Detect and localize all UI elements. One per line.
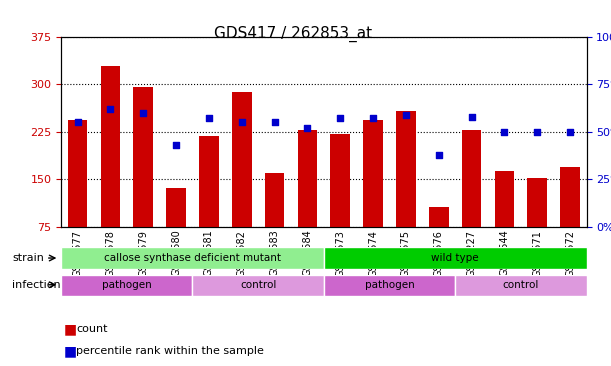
FancyBboxPatch shape [192, 274, 324, 296]
Bar [232, 93, 252, 227]
Point [368, 116, 378, 122]
Bar [429, 207, 448, 227]
Text: control: control [240, 280, 276, 291]
Bar [527, 178, 547, 227]
Point [73, 119, 82, 125]
Bar [494, 171, 514, 227]
Point [237, 119, 247, 125]
Text: wild type: wild type [431, 253, 479, 263]
Bar [396, 112, 415, 227]
Bar [363, 120, 383, 227]
Text: callose synthase deficient mutant: callose synthase deficient mutant [104, 253, 281, 263]
Text: pathogen: pathogen [365, 280, 414, 291]
Point [171, 142, 181, 148]
Bar [265, 173, 284, 227]
Bar [100, 66, 120, 227]
FancyBboxPatch shape [324, 247, 587, 269]
Bar [298, 130, 317, 227]
FancyBboxPatch shape [61, 247, 324, 269]
Point [532, 129, 542, 135]
Point [434, 152, 444, 157]
Bar [462, 130, 481, 227]
Text: control: control [503, 280, 539, 291]
Point [204, 116, 214, 122]
Text: strain: strain [12, 253, 44, 263]
Point [302, 125, 312, 131]
Point [335, 116, 345, 122]
FancyBboxPatch shape [61, 274, 192, 296]
Point [269, 119, 279, 125]
Bar [68, 120, 87, 227]
Bar [560, 167, 580, 227]
Text: ■: ■ [64, 322, 77, 336]
Text: count: count [76, 324, 108, 335]
Point [467, 113, 477, 119]
Point [401, 112, 411, 117]
FancyBboxPatch shape [455, 274, 587, 296]
FancyBboxPatch shape [324, 274, 455, 296]
Point [138, 110, 148, 116]
Text: infection: infection [12, 280, 61, 290]
Bar [199, 136, 219, 227]
Text: percentile rank within the sample: percentile rank within the sample [76, 346, 264, 356]
Point [106, 106, 115, 112]
Bar [331, 134, 350, 227]
Text: GDS417 / 262853_at: GDS417 / 262853_at [214, 26, 372, 42]
Bar [133, 87, 153, 227]
Text: pathogen: pathogen [102, 280, 152, 291]
Point [565, 129, 575, 135]
Point [500, 129, 510, 135]
Text: ■: ■ [64, 344, 77, 358]
Bar [166, 188, 186, 227]
